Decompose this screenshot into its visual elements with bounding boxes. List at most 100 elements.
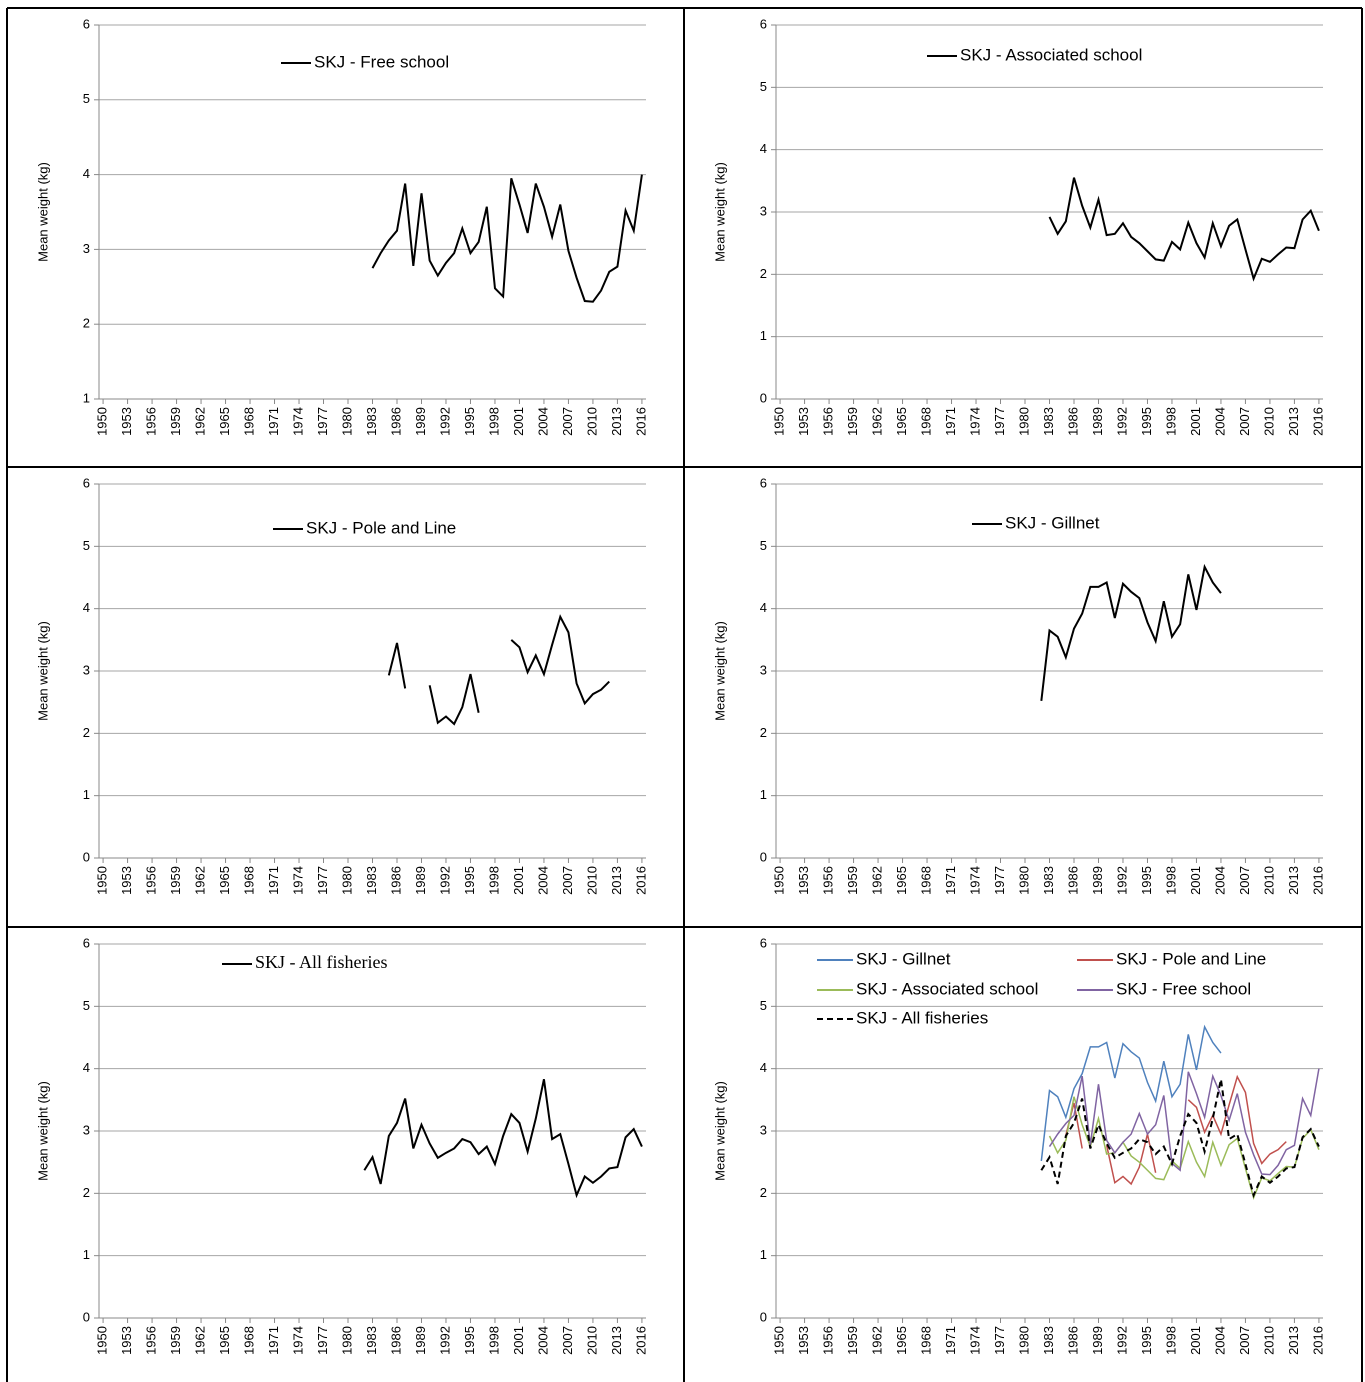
- x-tick-label: 1983: [1041, 866, 1056, 895]
- x-tick-label: 1965: [217, 1326, 232, 1355]
- x-tick-label: 1992: [1114, 407, 1129, 436]
- x-tick-label: 2004: [535, 866, 550, 895]
- x-tick-label: 1995: [462, 1326, 477, 1355]
- x-tick-label: 1998: [1163, 1326, 1178, 1355]
- x-tick-label: 1995: [462, 407, 477, 436]
- legend-label: SKJ - Free school: [1116, 979, 1251, 998]
- y-tick-label: 0: [83, 849, 90, 864]
- y-tick-label: 2: [760, 266, 767, 281]
- x-tick-label: 2010: [584, 1326, 599, 1355]
- x-tick-label: 1986: [1065, 866, 1080, 895]
- series-line: [363, 1079, 643, 1199]
- x-tick-label: 1953: [119, 407, 134, 436]
- chart: 0 1 2 3 4 5 6 1950 1953 1956 1959 1962 1965 1968 1971 1…: [35, 475, 648, 894]
- x-tick-label: 1992: [1114, 1326, 1129, 1355]
- x-tick-label: 1989: [413, 1326, 428, 1355]
- x-tick-label: 2016: [633, 1326, 648, 1355]
- x-tick-label: 1950: [95, 1326, 110, 1355]
- y-tick-label: 5: [760, 538, 767, 553]
- y-tick-label: 1: [83, 1247, 90, 1262]
- x-tick-label: 1953: [119, 866, 134, 895]
- y-tick-label: 4: [760, 1060, 767, 1075]
- legend-label: SKJ - Associated school: [856, 979, 1038, 998]
- y-tick-label: 3: [760, 1122, 767, 1137]
- x-tick-label: 1953: [119, 1326, 134, 1355]
- y-tick-label: 3: [760, 662, 767, 677]
- x-tick-label: 1968: [241, 407, 256, 436]
- x-tick-label: 1959: [845, 866, 860, 895]
- series-line: [1048, 1068, 1320, 1176]
- x-tick-label: 1956: [144, 866, 159, 895]
- x-tick-label: 2013: [1286, 866, 1301, 895]
- y-tick-label: 3: [83, 241, 90, 256]
- x-tick-label: 2010: [584, 407, 599, 436]
- legend-label: SKJ - All fisheries: [255, 952, 388, 972]
- x-tick-label: 1965: [894, 866, 909, 895]
- x-tick-label: 1977: [992, 866, 1007, 895]
- x-tick-label: 2007: [1237, 407, 1252, 436]
- x-tick-label: 1962: [869, 407, 884, 436]
- x-tick-label: 2010: [584, 866, 599, 895]
- x-tick-label: 1956: [821, 407, 836, 436]
- y-axis-label: Mean weight (kg): [712, 621, 727, 721]
- x-tick-label: 1953: [796, 407, 811, 436]
- x-tick-label: 1971: [266, 866, 281, 895]
- x-tick-label: 1971: [266, 407, 281, 436]
- x-tick-label: 2007: [560, 407, 575, 436]
- y-tick-label: 2: [83, 725, 90, 740]
- y-tick-label: 2: [760, 725, 767, 740]
- x-tick-label: 2016: [1310, 1326, 1325, 1355]
- x-tick-label: 1953: [796, 866, 811, 895]
- series-line: [1040, 563, 1222, 702]
- x-tick-label: 2013: [609, 407, 624, 436]
- x-tick-label: 1968: [241, 1326, 256, 1355]
- x-tick-label: 1980: [1016, 1326, 1031, 1355]
- x-tick-label: 1980: [1016, 407, 1031, 436]
- x-tick-label: 1974: [290, 1326, 305, 1355]
- x-tick-label: 1959: [845, 1326, 860, 1355]
- x-tick-label: 2004: [1212, 866, 1227, 895]
- x-tick-label: 1956: [144, 407, 159, 436]
- x-tick-label: 2010: [1261, 407, 1276, 436]
- y-tick-label: 6: [760, 475, 767, 490]
- x-tick-label: 1995: [462, 866, 477, 895]
- y-tick-label: 0: [760, 390, 767, 405]
- y-axis-label: Mean weight (kg): [35, 621, 50, 721]
- x-tick-label: 2004: [1212, 1326, 1227, 1355]
- y-tick-label: 6: [760, 16, 767, 31]
- legend-label: SKJ - Associated school: [960, 45, 1142, 64]
- chart: 0 1 2 3 4 5 6 1950 1953 1956 1959 1962 1965 1968 1971 1…: [712, 16, 1325, 435]
- x-tick-label: 1992: [437, 1326, 452, 1355]
- x-tick-label: 1989: [1090, 407, 1105, 436]
- x-tick-label: 1986: [1065, 1326, 1080, 1355]
- x-tick-label: 1986: [1065, 407, 1080, 436]
- y-tick-label: 2: [83, 316, 90, 331]
- y-tick-label: 4: [83, 600, 90, 615]
- y-tick-label: 5: [83, 538, 90, 553]
- x-tick-label: 1974: [290, 407, 305, 436]
- x-tick-label: 1974: [967, 1326, 982, 1355]
- x-tick-label: 1965: [217, 407, 232, 436]
- x-tick-label: 2010: [1261, 866, 1276, 895]
- x-tick-label: 1971: [943, 407, 958, 436]
- y-tick-label: 5: [760, 79, 767, 94]
- x-tick-label: 1995: [1139, 1326, 1154, 1355]
- y-tick-label: 6: [83, 935, 90, 950]
- x-tick-label: 1965: [894, 407, 909, 436]
- x-tick-label: 1983: [1041, 1326, 1056, 1355]
- x-tick-label: 1974: [967, 866, 982, 895]
- y-tick-label: 5: [83, 91, 90, 106]
- x-tick-label: 1950: [772, 866, 787, 895]
- x-tick-label: 2004: [1212, 407, 1227, 436]
- y-tick-label: 1: [760, 787, 767, 802]
- y-tick-label: 6: [83, 475, 90, 490]
- x-tick-label: 1983: [364, 866, 379, 895]
- x-tick-label: 1998: [486, 407, 501, 436]
- y-tick-label: 1: [83, 390, 90, 405]
- x-tick-label: 1968: [918, 407, 933, 436]
- y-tick-label: 6: [760, 935, 767, 950]
- legend-label: SKJ - All fisheries: [856, 1008, 988, 1027]
- x-tick-label: 1950: [95, 407, 110, 436]
- x-tick-label: 2007: [560, 866, 575, 895]
